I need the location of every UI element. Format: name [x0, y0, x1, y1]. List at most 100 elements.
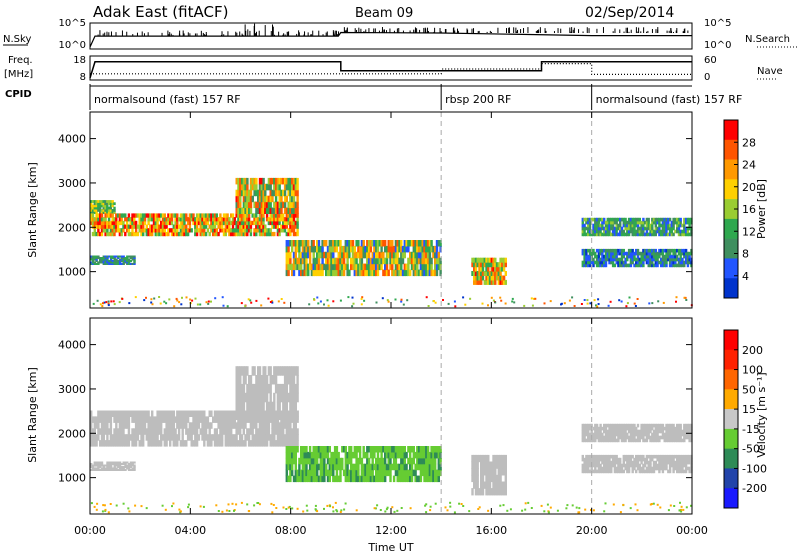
echo-cell — [285, 401, 288, 412]
echo-cell — [677, 257, 681, 262]
echo-cell — [360, 475, 364, 483]
echo-cell — [360, 269, 364, 277]
echo-cell — [643, 248, 647, 253]
echo-cell — [581, 426, 584, 431]
echo-cell — [688, 257, 691, 262]
echo-cell — [151, 213, 154, 218]
echo-cell — [319, 469, 322, 477]
clutter-cell — [511, 297, 514, 300]
echo-cell — [197, 410, 201, 417]
echo-cell — [131, 467, 134, 470]
echo-cell — [287, 366, 290, 376]
echo-cell — [619, 260, 622, 265]
echo-cell — [389, 457, 392, 465]
echo-cell — [645, 426, 649, 431]
echo-cell — [335, 469, 339, 477]
clutter-cell — [351, 305, 354, 308]
echo-cell — [235, 401, 238, 412]
echo-cell — [116, 440, 120, 447]
echo-cell — [102, 260, 105, 263]
echo-cell — [371, 475, 374, 483]
echo-cell — [291, 207, 294, 214]
echo-cell — [221, 440, 224, 447]
echo-cell — [291, 201, 294, 209]
echo-cell — [260, 416, 263, 423]
echo-cell — [668, 217, 672, 222]
echo-cell — [122, 434, 125, 441]
echo-cell — [204, 213, 208, 218]
echo-cell — [348, 245, 351, 253]
echo-cell — [645, 469, 649, 474]
echo-cell — [357, 457, 360, 465]
echo-cell — [142, 416, 145, 423]
clutter-cell — [335, 509, 338, 512]
echo-cell — [95, 202, 98, 206]
echo-cell — [487, 262, 490, 268]
echo-cell — [620, 426, 624, 431]
echo-cell — [149, 422, 152, 429]
clutter-cell — [680, 510, 683, 513]
echo-cell — [113, 440, 116, 447]
echo-cell — [106, 224, 109, 229]
echo-cell — [670, 429, 673, 434]
echo-cell — [658, 438, 661, 443]
echo-cell — [303, 463, 306, 471]
echo-cell — [296, 207, 299, 214]
echo-cell — [100, 440, 104, 447]
echo-cell — [504, 262, 507, 268]
echo-cell — [665, 260, 668, 265]
echo-cell — [208, 434, 211, 441]
echo-cell — [285, 217, 288, 222]
echo-cell — [246, 213, 249, 218]
echo-cell — [341, 251, 344, 259]
echo-cell — [423, 463, 426, 471]
echo-cell — [581, 466, 584, 471]
echo-cell — [264, 207, 267, 214]
clutter-cell — [283, 301, 286, 304]
echo-cell — [672, 457, 675, 462]
echo-cell — [167, 220, 170, 226]
echo-cell — [246, 207, 249, 214]
echo-cell — [271, 213, 274, 218]
echo-cell — [435, 269, 439, 277]
echo-cell — [353, 446, 356, 453]
echo-cell — [476, 474, 479, 483]
echo-cell — [190, 422, 193, 429]
echo-cell — [473, 461, 476, 469]
echo-cell — [376, 257, 380, 265]
echo-cell — [129, 464, 133, 467]
echo-cell — [594, 217, 597, 222]
echo-cell — [255, 410, 258, 417]
echo-cell — [109, 466, 113, 469]
echo-cell — [93, 202, 96, 206]
echo-cell — [127, 258, 131, 261]
echo-cell — [581, 223, 584, 228]
echo-cell — [100, 257, 104, 260]
echo-cell — [258, 366, 262, 376]
echo-cell — [346, 457, 349, 465]
echo-cell — [409, 446, 412, 453]
echo-cell — [654, 438, 657, 443]
echo-cell — [613, 454, 617, 459]
echo-cell — [265, 434, 269, 441]
nave-top-tick: 60 — [704, 55, 717, 66]
echo-cell — [93, 467, 96, 470]
x-tick-label: 04:00 — [174, 524, 206, 537]
echo-cell — [620, 254, 624, 259]
echo-cell — [611, 429, 615, 434]
echo-cell — [140, 220, 143, 226]
echo-cell — [296, 213, 299, 218]
echo-cell — [97, 464, 100, 467]
echo-cell — [405, 263, 408, 271]
echo-cell — [663, 463, 666, 468]
echo-cell — [273, 201, 276, 209]
echo-cell — [495, 461, 499, 469]
echo-cell — [636, 248, 640, 253]
clutter-cell — [103, 504, 106, 507]
echo-cell — [264, 366, 267, 376]
echo-cell — [108, 255, 111, 258]
clutter-cell — [468, 510, 471, 513]
echo-cell — [305, 463, 308, 471]
echo-cell — [113, 428, 116, 435]
echo-cell — [683, 220, 686, 225]
